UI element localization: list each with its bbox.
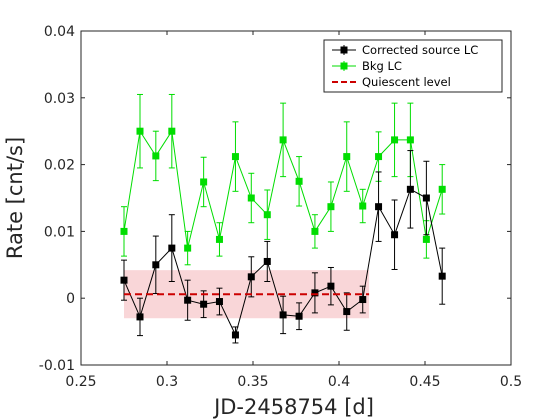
- bkg-point: [375, 153, 383, 161]
- source-point: [359, 296, 367, 304]
- source-point: [279, 311, 287, 319]
- axes-frame: [80, 30, 512, 366]
- bkg-point: [136, 127, 144, 135]
- y-tick-label: 0.02: [44, 158, 75, 174]
- source-point: [247, 273, 255, 281]
- y-tick-label: 0.04: [44, 24, 75, 40]
- source-point: [184, 296, 192, 304]
- bkg-point: [168, 127, 176, 135]
- bkg-point: [311, 227, 319, 235]
- bkg-point: [152, 152, 160, 160]
- source-point: [231, 331, 239, 339]
- bkg-point: [120, 227, 128, 235]
- source-point: [438, 272, 446, 280]
- bkg-point: [184, 244, 192, 252]
- legend-label-quiescent: Quiescent level: [362, 75, 451, 89]
- y-tick-label: -0.01: [39, 358, 75, 374]
- x-tick-label: 0.5: [500, 374, 522, 390]
- source-point: [391, 231, 399, 239]
- source-point: [343, 308, 351, 316]
- legend-label-bkg: Bkg LC: [362, 59, 402, 73]
- legend-item-source: Corrected source LC: [332, 43, 478, 57]
- bkg-point: [231, 153, 239, 161]
- bkg-point: [391, 136, 399, 144]
- x-tick-label: 0.25: [65, 374, 96, 390]
- legend: Corrected source LC Bkg LC Quiescent level: [323, 39, 503, 93]
- bkg-point: [215, 235, 223, 243]
- legend-item-bkg: Bkg LC: [332, 59, 402, 73]
- bkg-point: [327, 203, 335, 211]
- legend-swatch-marker: [340, 46, 348, 54]
- source-point: [215, 298, 223, 306]
- bkg-point: [438, 185, 446, 193]
- plot-area: [120, 93, 446, 344]
- x-tick-label: 0.3: [156, 374, 178, 390]
- source-point: [120, 276, 128, 284]
- source-series: [120, 150, 446, 344]
- source-point: [200, 300, 208, 308]
- y-tick-label: 0.01: [44, 224, 75, 240]
- bkg-point: [279, 136, 287, 144]
- x-axis-label: JD-2458754 [d]: [212, 395, 374, 419]
- y-tick-label: 0.03: [44, 91, 75, 107]
- bkg-point: [295, 177, 303, 185]
- axes: 0.25 0.3 0.35 0.4 0.45 0.5 -0.01 0 0.01 0.02 0.03 0…: [39, 24, 522, 390]
- bkg-point: [263, 211, 271, 219]
- source-point: [327, 282, 335, 290]
- bkg-point: [359, 202, 367, 210]
- bkg-point: [200, 178, 208, 186]
- bkg-point: [343, 153, 351, 161]
- legend-label-source: Corrected source LC: [362, 43, 478, 57]
- bkg-point: [422, 235, 430, 243]
- x-tick-label: 0.4: [328, 374, 350, 390]
- legend-item-quiescent: Quiescent level: [332, 75, 451, 89]
- legend-swatch-marker: [340, 62, 348, 70]
- source-point: [168, 244, 176, 252]
- x-tick-label: 0.35: [237, 374, 268, 390]
- source-point: [295, 312, 303, 320]
- y-axis-label: Rate [cnt/s]: [3, 137, 27, 259]
- source-point: [375, 203, 383, 211]
- source-point: [263, 257, 271, 265]
- source-point: [406, 185, 414, 193]
- bkg-point: [247, 194, 255, 202]
- source-point: [311, 289, 319, 297]
- source-point: [136, 313, 144, 321]
- source-point: [422, 194, 430, 202]
- bkg-point: [406, 136, 414, 144]
- y-tick-label: 0: [66, 291, 75, 307]
- source-point: [152, 261, 160, 269]
- x-tick-label: 0.45: [409, 374, 440, 390]
